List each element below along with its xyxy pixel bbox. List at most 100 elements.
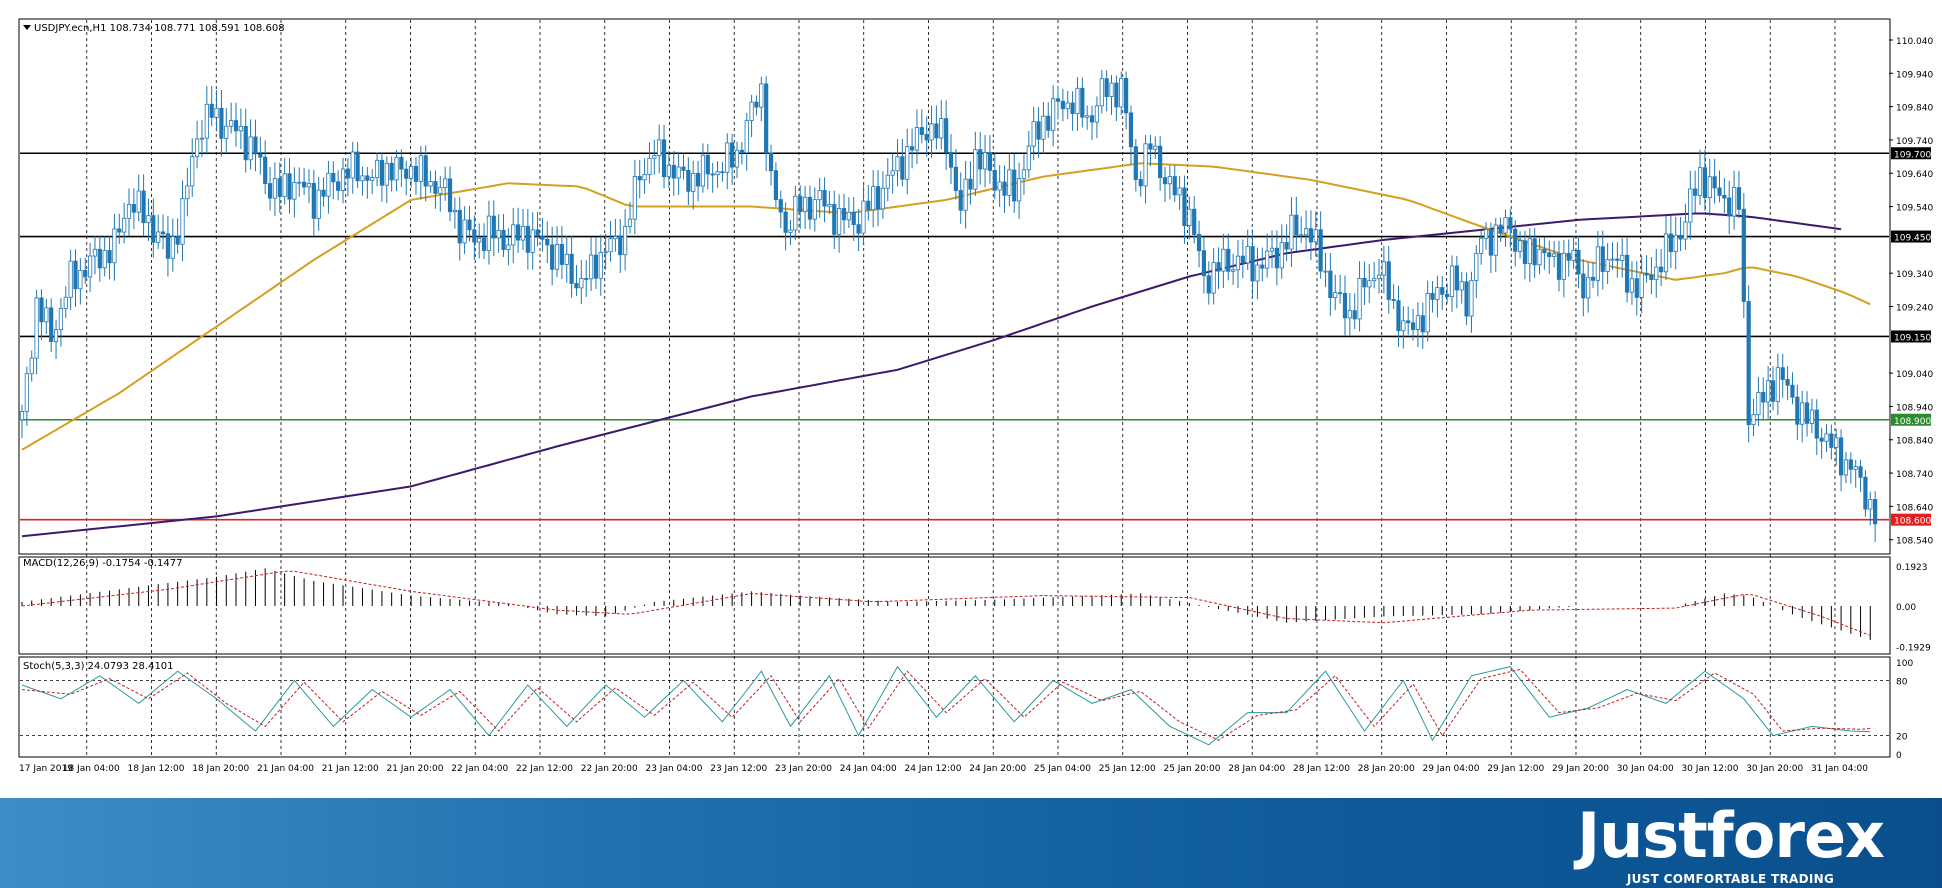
candle-body	[1338, 292, 1343, 295]
candle-body	[890, 170, 895, 176]
candle-body	[19, 411, 25, 421]
candle-body	[248, 136, 253, 161]
candle-body	[44, 307, 49, 323]
candle-body	[958, 190, 963, 211]
candle-body	[1410, 322, 1416, 330]
candle-body	[1479, 237, 1484, 254]
level-price-box	[1891, 330, 1931, 343]
candle-body	[588, 254, 594, 280]
candle-body	[267, 183, 273, 199]
candle-body	[496, 229, 501, 239]
candle-body	[438, 187, 443, 194]
candle-body	[1357, 278, 1362, 320]
candle-body	[253, 136, 258, 155]
brand-banner: Justforex JUST COMFORTABLE TRADING	[0, 798, 1942, 888]
candle-body	[1406, 320, 1411, 324]
candle-body	[1464, 281, 1469, 317]
candle-body	[394, 156, 399, 181]
candle-body	[452, 209, 457, 213]
candle-body	[1561, 252, 1566, 280]
candle-body	[292, 182, 297, 200]
price-tick-label: 109.940	[1896, 70, 1933, 80]
candle-body	[1065, 102, 1070, 110]
candle-body	[1449, 265, 1455, 298]
candle-body	[1469, 280, 1474, 317]
candle-body	[734, 149, 740, 168]
candle-body	[63, 296, 68, 309]
time-tick-label: 29 Jan 20:00	[1552, 764, 1609, 774]
candle-body	[1800, 402, 1805, 425]
candle-body	[214, 107, 219, 118]
candle-body	[1255, 264, 1260, 282]
price-axis: 109.700 109.450 109.150 108.900 108.600 110.0…	[1889, 37, 1933, 547]
dropdown-triangle-icon[interactable]	[23, 25, 31, 30]
candle-body	[365, 175, 370, 181]
candle-body	[1012, 169, 1017, 202]
candle-body	[1576, 249, 1581, 275]
candle-body	[759, 83, 764, 108]
candle-body	[1775, 367, 1780, 402]
time-tick-label: 28 Jan 04:00	[1228, 764, 1285, 774]
candle-body	[462, 219, 467, 244]
candle-body	[1731, 187, 1737, 217]
candle-body	[1158, 145, 1163, 179]
candle-body	[1046, 115, 1051, 131]
candle-body	[1187, 208, 1192, 227]
candle-body	[1148, 143, 1153, 150]
candle-body	[1367, 280, 1372, 288]
candle-body	[764, 83, 769, 154]
candle-body	[1522, 240, 1528, 265]
candle-body	[1085, 115, 1090, 118]
candle-body	[1192, 208, 1197, 235]
candle-body	[652, 155, 657, 159]
candle-body	[68, 260, 73, 298]
macd-indicator: 0.1923 0.00 -0.1929	[21, 563, 1931, 653]
candle-body	[1250, 246, 1255, 282]
candle-body	[1488, 229, 1493, 256]
candle-body	[1265, 250, 1270, 269]
candle-body	[316, 189, 321, 219]
candle-body	[1128, 112, 1134, 148]
candle-body	[1133, 146, 1138, 180]
candle-body	[180, 198, 185, 245]
candle-body	[1055, 98, 1061, 102]
candle-body	[866, 200, 871, 211]
candle-body	[190, 156, 195, 187]
candle-body	[1143, 143, 1148, 187]
candle-body	[1021, 169, 1027, 179]
candle-body	[1673, 234, 1678, 252]
candle-body	[1542, 248, 1547, 254]
level-price-label: 109.150	[1894, 333, 1931, 343]
candle-body	[1347, 310, 1352, 319]
candle-body	[1785, 379, 1790, 386]
time-tick-label: 22 Jan 12:00	[516, 764, 573, 774]
vertical-grid	[86, 20, 1836, 756]
candle-body	[593, 254, 599, 279]
candle-body	[370, 177, 375, 181]
candle-body	[963, 178, 968, 211]
candle-body	[355, 151, 360, 182]
candle-body	[374, 159, 380, 178]
candle-body	[1610, 258, 1615, 261]
candle-body	[1162, 177, 1168, 185]
candle-body	[399, 156, 404, 170]
candle-body	[671, 164, 676, 179]
candle-body	[1041, 115, 1046, 140]
candle-body	[1342, 292, 1348, 319]
brand-tagline: JUST COMFORTABLE TRADING	[1626, 872, 1835, 886]
candle-body	[1722, 194, 1727, 199]
time-tick-label: 28 Jan 12:00	[1293, 764, 1350, 774]
candle-body	[311, 182, 316, 219]
candle-body	[1459, 281, 1464, 291]
candle-body	[744, 120, 749, 154]
candle-body	[1070, 102, 1075, 114]
main-pane	[18, 18, 1891, 555]
candle-body	[1172, 176, 1177, 196]
candle-body	[350, 151, 355, 179]
candle-body	[117, 228, 122, 233]
candle-body	[924, 134, 929, 141]
candle-body	[1036, 121, 1041, 140]
price-tick-label: 109.540	[1896, 204, 1933, 214]
candle-body	[1440, 287, 1445, 295]
price-tick-label: 108.740	[1896, 470, 1933, 480]
